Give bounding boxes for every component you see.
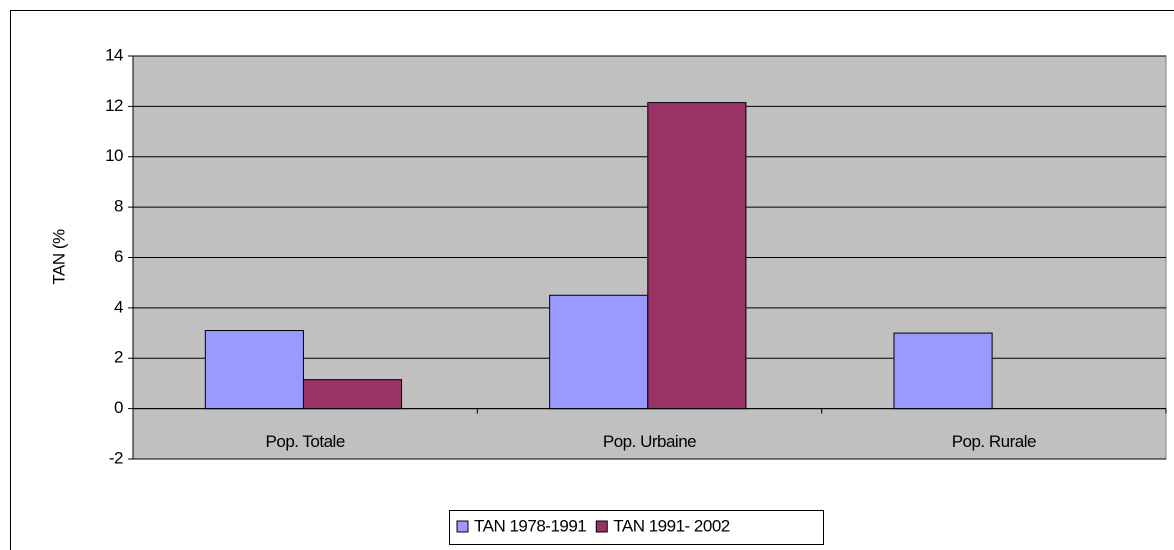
y-axis-label: TAN (% <box>49 229 68 285</box>
y-tick-label: 2 <box>114 348 123 367</box>
legend-label: TAN 1991- 2002 <box>613 516 730 535</box>
x-tick-label: Pop. Totale <box>266 432 345 451</box>
y-tick-label: 0 <box>114 398 123 417</box>
y-tick-label: 12 <box>105 96 123 115</box>
x-tick-label: Pop. Urbaine <box>603 432 696 451</box>
bar <box>549 294 649 410</box>
legend-label: TAN 1978-1991 <box>474 516 586 535</box>
y-tick-label: 14 <box>105 45 123 64</box>
y-tick-label: 8 <box>114 197 123 216</box>
y-tick-label: 4 <box>114 297 123 316</box>
bar <box>302 379 403 410</box>
legend-box <box>449 510 824 545</box>
bar <box>647 102 747 410</box>
legend-swatch <box>456 520 469 533</box>
y-tick-label: 10 <box>105 146 123 165</box>
legend-swatch <box>595 520 608 533</box>
bar <box>893 332 993 410</box>
y-tick-label: 6 <box>114 247 123 266</box>
y-tick-label: -2 <box>109 448 123 467</box>
x-tick-label: Pop. Rurale <box>952 432 1036 451</box>
legend: TAN 1978-1991 TAN 1991- 2002 <box>449 510 824 545</box>
bar <box>204 330 304 410</box>
